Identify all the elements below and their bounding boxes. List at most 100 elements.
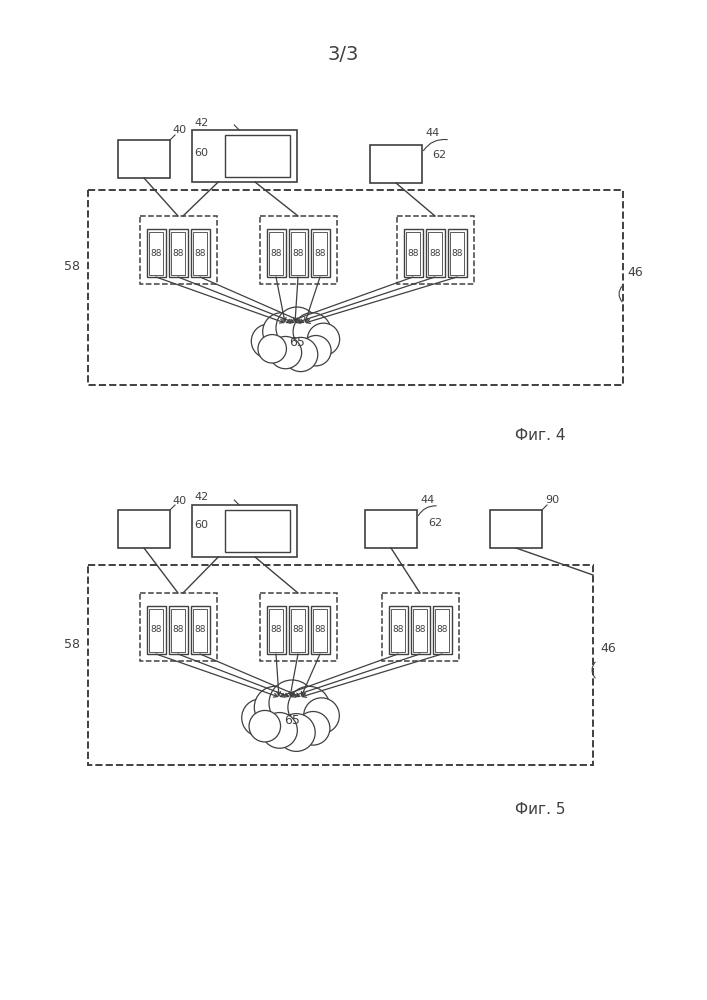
Bar — [146, 606, 165, 654]
Bar — [259, 216, 337, 284]
Circle shape — [242, 699, 279, 737]
Text: 88: 88 — [151, 248, 162, 257]
Text: 46: 46 — [600, 642, 616, 654]
Bar — [267, 606, 286, 654]
Circle shape — [269, 680, 315, 726]
Text: 40: 40 — [172, 125, 186, 135]
Bar — [448, 229, 467, 277]
Circle shape — [293, 313, 331, 351]
Bar — [269, 608, 283, 652]
Bar — [88, 565, 593, 765]
Bar — [149, 608, 163, 652]
Bar — [118, 140, 170, 178]
Bar — [193, 608, 207, 652]
Circle shape — [258, 335, 286, 363]
Text: 65: 65 — [289, 336, 305, 350]
Bar — [149, 232, 163, 274]
Bar — [288, 229, 308, 277]
Bar — [313, 608, 327, 652]
Text: 60: 60 — [194, 148, 208, 158]
Text: 88: 88 — [414, 626, 426, 635]
Text: 58: 58 — [64, 639, 80, 652]
Text: 44: 44 — [420, 495, 434, 505]
Text: 46: 46 — [627, 265, 643, 278]
Bar — [397, 216, 474, 284]
Circle shape — [284, 337, 318, 372]
Text: 88: 88 — [270, 248, 282, 257]
Circle shape — [277, 714, 315, 751]
Text: 88: 88 — [173, 626, 184, 635]
Text: 88: 88 — [292, 626, 304, 635]
Bar — [225, 510, 290, 552]
Circle shape — [251, 324, 286, 358]
Bar — [168, 229, 187, 277]
Circle shape — [308, 323, 339, 355]
Bar — [192, 505, 297, 557]
Circle shape — [303, 698, 339, 734]
Text: 44: 44 — [425, 128, 439, 138]
Text: 88: 88 — [151, 626, 162, 635]
Bar — [171, 608, 185, 652]
Text: 88: 88 — [407, 248, 419, 257]
Bar — [291, 608, 305, 652]
Text: 58: 58 — [64, 260, 80, 273]
Bar — [433, 606, 452, 654]
Circle shape — [263, 313, 300, 351]
Bar — [88, 190, 623, 385]
Text: 42: 42 — [194, 118, 209, 128]
Circle shape — [255, 686, 296, 728]
Bar — [404, 229, 423, 277]
Bar — [406, 232, 420, 274]
Bar — [389, 606, 407, 654]
Bar — [382, 593, 459, 661]
Bar — [391, 608, 405, 652]
Bar — [310, 229, 329, 277]
Bar — [190, 229, 209, 277]
Text: 88: 88 — [292, 248, 304, 257]
Circle shape — [262, 713, 298, 748]
Text: Фиг. 4: Фиг. 4 — [515, 428, 566, 442]
Bar — [413, 608, 427, 652]
Text: 88: 88 — [173, 248, 184, 257]
Circle shape — [300, 336, 331, 366]
Bar — [190, 606, 209, 654]
Text: 88: 88 — [194, 626, 206, 635]
Bar — [313, 232, 327, 274]
Text: 90: 90 — [545, 495, 559, 505]
Text: 88: 88 — [194, 248, 206, 257]
Bar — [267, 229, 286, 277]
Text: 65: 65 — [284, 714, 300, 726]
Text: Фиг. 5: Фиг. 5 — [515, 802, 566, 818]
Bar — [171, 232, 185, 274]
Text: 42: 42 — [194, 492, 209, 502]
Text: 88: 88 — [314, 248, 326, 257]
Bar — [365, 510, 417, 548]
Text: 88: 88 — [451, 248, 463, 257]
Bar — [490, 510, 542, 548]
Circle shape — [276, 307, 318, 349]
Bar — [291, 232, 305, 274]
Circle shape — [249, 710, 281, 742]
Bar — [259, 593, 337, 661]
Circle shape — [269, 336, 302, 369]
Bar — [139, 216, 216, 284]
Text: 88: 88 — [270, 626, 282, 635]
Text: 88: 88 — [436, 626, 448, 635]
Text: 40: 40 — [172, 496, 186, 506]
Text: 88: 88 — [392, 626, 404, 635]
Text: 3/3: 3/3 — [328, 45, 359, 64]
Bar — [450, 232, 464, 274]
Bar — [168, 606, 187, 654]
Bar — [288, 606, 308, 654]
Text: 88: 88 — [314, 626, 326, 635]
Bar — [269, 232, 283, 274]
Text: 88: 88 — [429, 248, 440, 257]
Bar — [310, 606, 329, 654]
Bar — [139, 593, 216, 661]
Bar — [146, 229, 165, 277]
Bar — [225, 135, 290, 177]
Bar — [435, 608, 449, 652]
Bar — [193, 232, 207, 274]
Circle shape — [288, 686, 330, 728]
Bar — [370, 145, 422, 183]
